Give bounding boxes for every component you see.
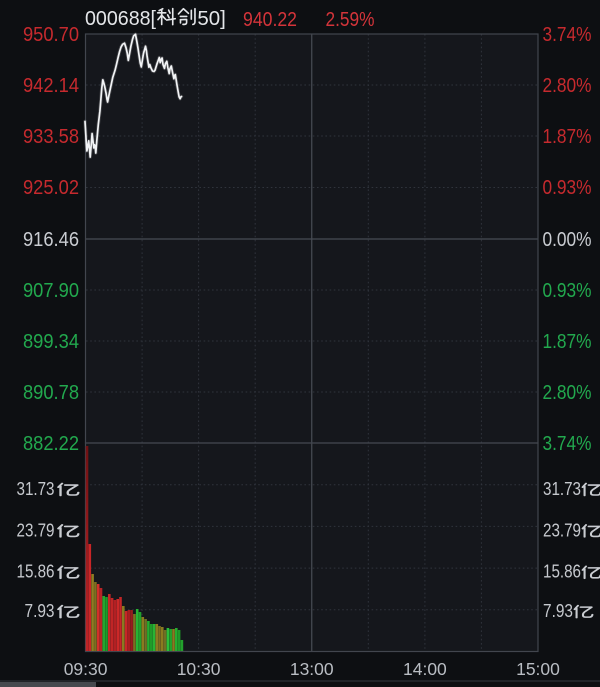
svg-text:15.86: 15.86 xyxy=(543,562,581,582)
svg-text:3.74%: 3.74% xyxy=(543,433,592,455)
svg-text:2.80%: 2.80% xyxy=(543,382,592,404)
svg-text:10:30: 10:30 xyxy=(177,659,221,679)
svg-text:7.93: 7.93 xyxy=(543,601,573,621)
svg-text:2.80%: 2.80% xyxy=(543,75,592,97)
svg-text:31.73: 31.73 xyxy=(543,479,581,499)
svg-text:940.22: 940.22 xyxy=(243,9,297,31)
svg-text:31.73: 31.73 xyxy=(17,479,55,499)
svg-text:09:30: 09:30 xyxy=(64,659,108,679)
svg-text:13:00: 13:00 xyxy=(290,659,334,679)
svg-text:899.34: 899.34 xyxy=(23,331,79,353)
svg-text:0.93%: 0.93% xyxy=(543,177,592,199)
svg-text:7.93: 7.93 xyxy=(25,601,55,621)
svg-text:933.58: 933.58 xyxy=(23,126,79,148)
svg-text:925.02: 925.02 xyxy=(23,177,79,199)
svg-text:50]: 50] xyxy=(197,8,226,30)
svg-text:950.70: 950.70 xyxy=(23,24,79,46)
svg-text:2.59%: 2.59% xyxy=(326,9,375,31)
svg-text:15:00: 15:00 xyxy=(516,659,560,679)
svg-text:14:00: 14:00 xyxy=(403,659,447,679)
svg-text:0.00%: 0.00% xyxy=(543,229,592,251)
svg-text:23.79: 23.79 xyxy=(17,520,55,540)
svg-text:0.93%: 0.93% xyxy=(543,280,592,302)
svg-text:1.87%: 1.87% xyxy=(543,126,592,148)
svg-text:907.90: 907.90 xyxy=(23,280,79,302)
svg-text:916.46: 916.46 xyxy=(23,229,79,251)
svg-text:882.22: 882.22 xyxy=(23,433,79,455)
svg-text:000688[: 000688[ xyxy=(85,8,156,30)
svg-text:942.14: 942.14 xyxy=(23,75,79,97)
svg-text:1.87%: 1.87% xyxy=(543,331,592,353)
svg-text:3.74%: 3.74% xyxy=(543,24,592,46)
svg-text:890.78: 890.78 xyxy=(23,382,79,404)
svg-text:23.79: 23.79 xyxy=(543,520,581,540)
svg-text:15.86: 15.86 xyxy=(17,562,55,582)
